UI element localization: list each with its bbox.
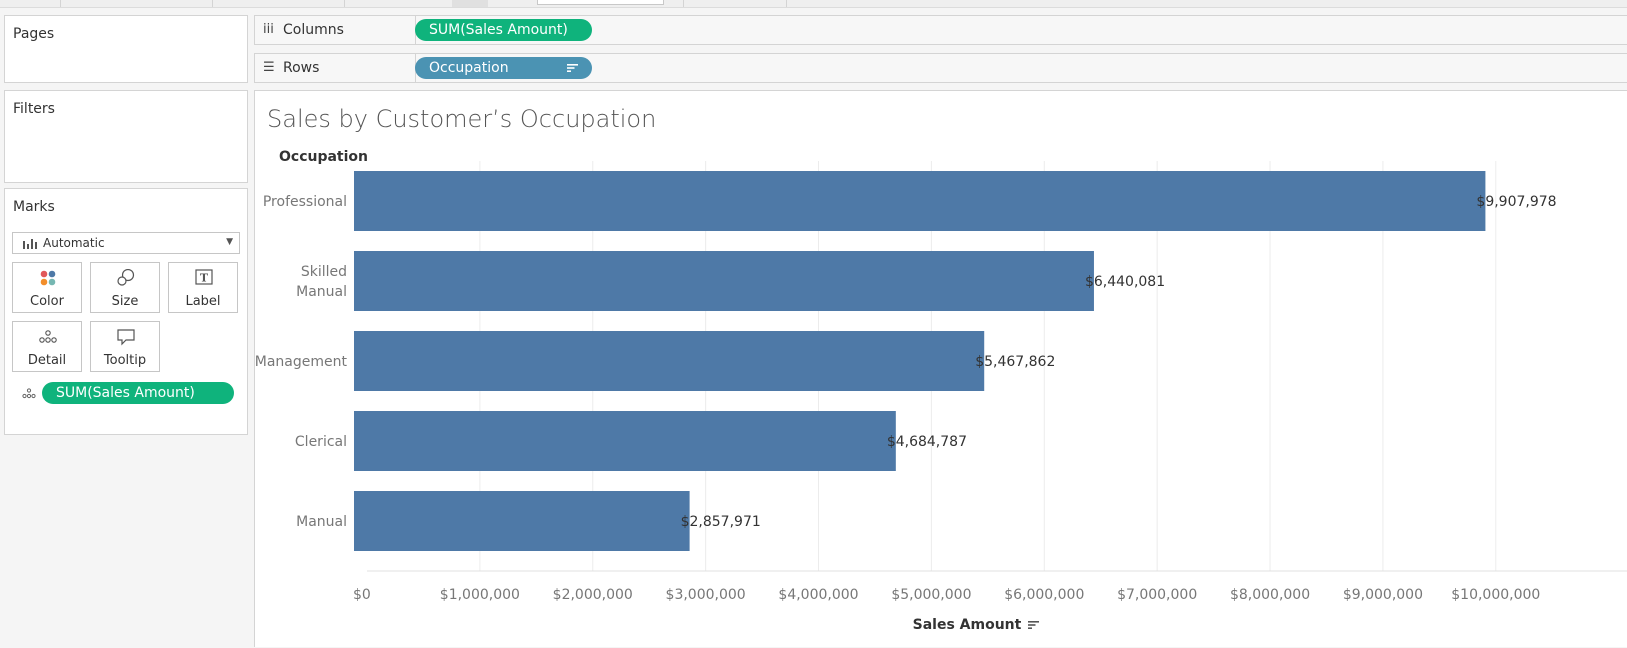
bar-value-label: $4,684,787 — [887, 434, 967, 450]
tooltip-button[interactable]: Tooltip — [90, 321, 160, 372]
x-tick-label: $8,000,000 — [1230, 587, 1310, 603]
color-button[interactable]: Color — [12, 262, 82, 313]
category-label[interactable]: Manual — [296, 284, 347, 300]
label-label: Label — [185, 294, 221, 309]
size-icon — [117, 269, 135, 286]
sort-descending-icon[interactable] — [1028, 621, 1039, 629]
columns-pill-sum-sales-amount[interactable]: SUM(Sales Amount) — [415, 19, 592, 41]
label-button[interactable]: T Label — [168, 262, 238, 313]
viz-canvas: Sales by Customer’s Occupation Occupatio… — [254, 90, 1627, 647]
x-tick-label: $0 — [353, 587, 371, 603]
x-tick-label: $5,000,000 — [891, 587, 971, 603]
bar-value-label: $9,907,978 — [1476, 194, 1556, 210]
mark-type-value: Automatic — [43, 236, 105, 250]
color-label: Color — [30, 294, 64, 309]
rows-pill-label: Occupation — [429, 60, 509, 76]
rows-label: Rows — [283, 60, 320, 76]
rows-label-area: ☰ Rows — [255, 54, 416, 82]
toolbar-tab[interactable] — [452, 0, 488, 7]
bar-clerical[interactable] — [354, 411, 896, 471]
bar-value-label: $6,440,081 — [1085, 274, 1165, 290]
columns-label-area: iii Columns — [255, 16, 416, 44]
filters-card[interactable]: Filters — [4, 90, 248, 183]
detail-pill-sum-sales-amount[interactable]: SUM(Sales Amount) — [42, 382, 234, 404]
x-tick-label: $6,000,000 — [1004, 587, 1084, 603]
bar-value-label: $2,857,971 — [681, 514, 761, 530]
rows-pill-occupation[interactable]: Occupation — [415, 57, 592, 79]
columns-label: Columns — [283, 22, 344, 38]
detail-icon — [22, 388, 36, 399]
sort-descending-icon[interactable] — [567, 63, 578, 73]
tooltip-icon — [117, 329, 135, 346]
color-icon — [40, 270, 56, 286]
bar-value-label: $5,467,862 — [975, 354, 1055, 370]
chart-title: Sales by Customer’s Occupation — [267, 105, 657, 133]
x-tick-label: $10,000,000 — [1451, 587, 1540, 603]
toolbar-separator — [212, 0, 213, 7]
top-toolbar — [0, 0, 1627, 8]
x-tick-label: $7,000,000 — [1117, 587, 1197, 603]
category-label[interactable]: Management — [255, 354, 348, 370]
detail-label: Detail — [27, 353, 67, 368]
bar-chart-icon — [23, 239, 37, 249]
category-label[interactable]: Manual — [296, 514, 347, 530]
toolbar-field[interactable] — [537, 0, 664, 5]
columns-icon: iii — [263, 22, 274, 37]
tooltip-label: Tooltip — [103, 353, 147, 368]
row-header-occupation[interactable]: Occupation — [279, 149, 369, 165]
size-label: Size — [111, 294, 139, 309]
bar-chart: $9,907,978 Professional $6,440,081 Skilled M… — [255, 161, 1627, 633]
pages-title: Pages — [13, 26, 55, 42]
toolbar-separator — [786, 0, 787, 7]
marks-title: Marks — [13, 199, 55, 215]
detail-pill-label: SUM(Sales Amount) — [56, 385, 195, 401]
bar-skilled-manual[interactable] — [354, 251, 1094, 311]
category-label[interactable]: Skilled — [301, 264, 347, 280]
chevron-down-icon[interactable]: ▼ — [226, 237, 233, 247]
bar-manual[interactable] — [354, 491, 690, 551]
svg-text:T: T — [200, 272, 209, 285]
size-button[interactable]: Size — [90, 262, 160, 313]
x-tick-label: $4,000,000 — [778, 587, 858, 603]
toolbar-separator — [60, 0, 61, 7]
pages-card[interactable]: Pages — [4, 15, 248, 83]
toolbar-separator — [683, 0, 684, 7]
mark-type-dropdown[interactable]: Automatic ▼ — [12, 232, 240, 254]
category-label[interactable]: Clerical — [295, 434, 347, 450]
toolbar-separator — [344, 0, 345, 7]
bar-professional[interactable] — [354, 171, 1486, 231]
text-label-icon: T — [195, 269, 213, 285]
x-tick-label: $9,000,000 — [1343, 587, 1423, 603]
rows-icon: ☰ — [263, 60, 275, 75]
x-tick-label: $2,000,000 — [553, 587, 633, 603]
detail-button[interactable]: Detail — [12, 321, 82, 372]
detail-icon — [39, 330, 57, 343]
columns-pill-label: SUM(Sales Amount) — [429, 22, 568, 38]
x-tick-label: $3,000,000 — [666, 587, 746, 603]
bar-management[interactable] — [354, 331, 985, 391]
category-label[interactable]: Professional — [263, 194, 347, 210]
x-tick-label: $1,000,000 — [440, 587, 520, 603]
filters-title: Filters — [13, 101, 55, 117]
x-axis-title[interactable]: Sales Amount — [913, 617, 1022, 633]
